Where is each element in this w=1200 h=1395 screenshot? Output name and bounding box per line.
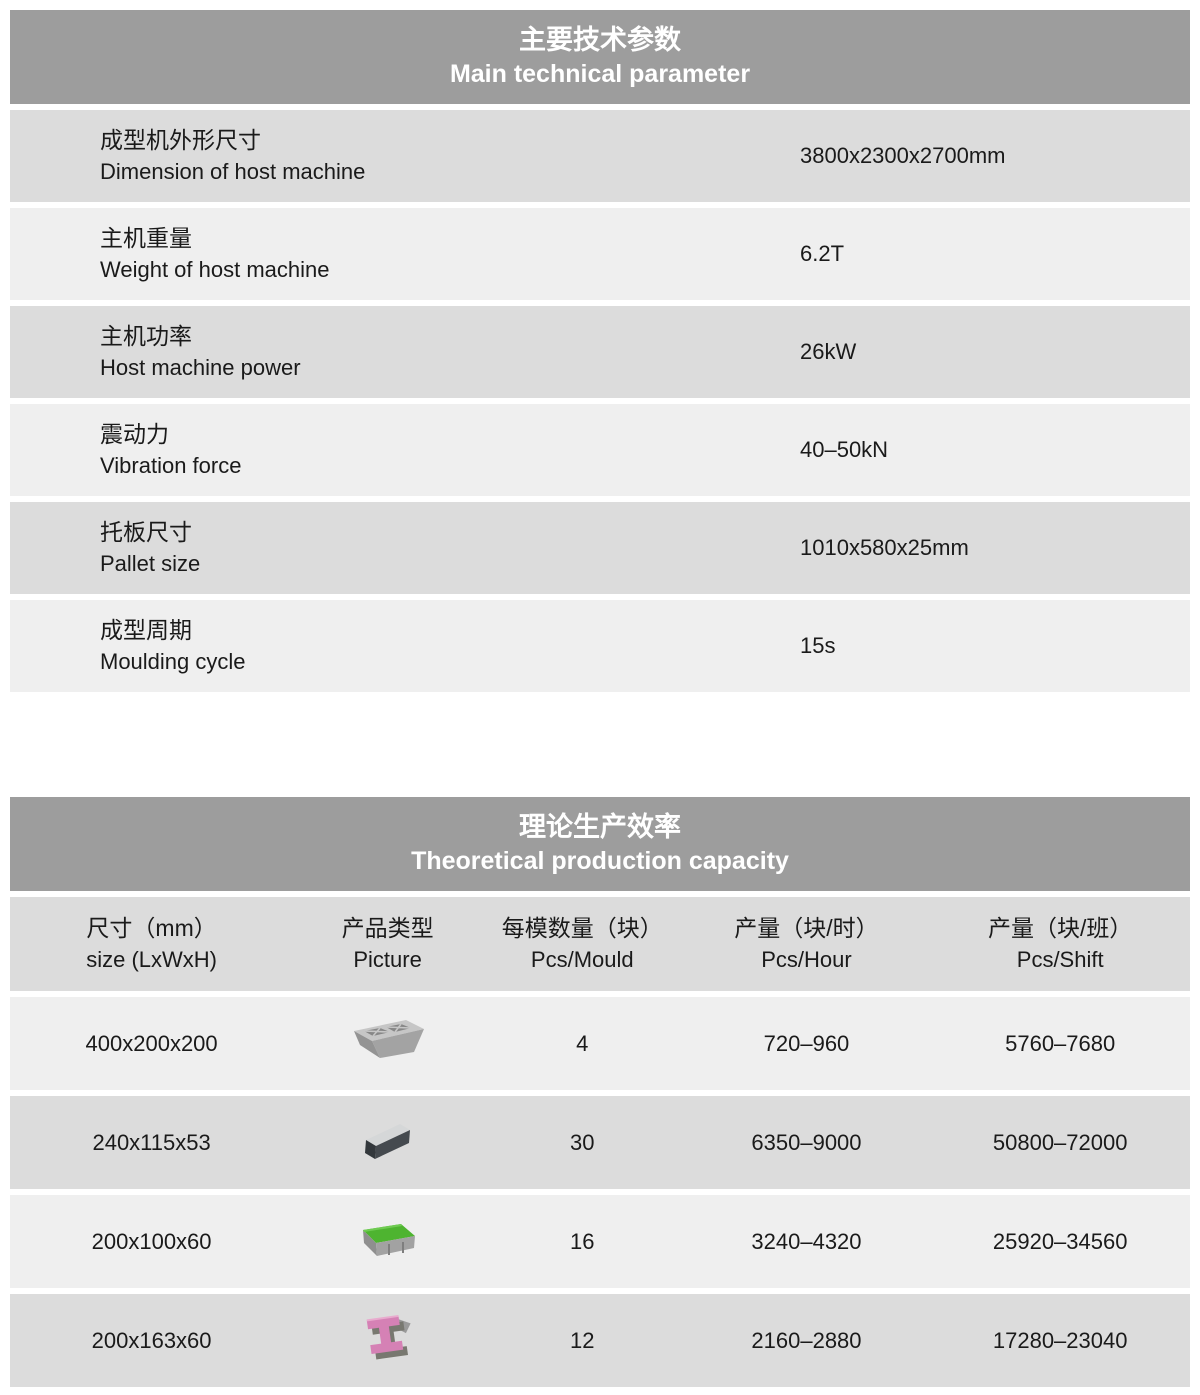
- tech-label-en: Dimension of host machine: [100, 159, 366, 184]
- cell-pcs-shift: 25920–34560: [992, 1228, 1128, 1254]
- column-header-pcs-mould: 每模数量（块） Pcs/Mould: [482, 912, 683, 976]
- column-header-picture: 产品类型 Picture: [293, 912, 482, 976]
- column-header-pcs-shift: 产量（块/班） Pcs/Shift: [930, 912, 1190, 976]
- tech-value: 26kW: [800, 339, 857, 364]
- capacity-column-header-row: 尺寸（mm） size (LxWxH) 产品类型 Picture 每模数量（块）…: [10, 897, 1190, 991]
- tech-row-power: 主机功率 Host machine power 26kW: [10, 306, 1190, 398]
- column-header-en: Picture: [353, 947, 422, 972]
- cell-pcs-hour: 2160–2880: [751, 1327, 862, 1353]
- tech-label: 主机功率 Host machine power: [100, 320, 800, 384]
- cell-pcs-mould: 4: [576, 1030, 589, 1056]
- capacity-row-solid-brick: 240x115x53 30 6350–9000 50800–72000: [10, 1096, 1190, 1189]
- column-header-zh: 每模数量（块）: [501, 915, 663, 941]
- green-paver-icon: [355, 1213, 421, 1271]
- solid-brick-icon: [356, 1112, 420, 1174]
- cell-pcs-mould: 30: [570, 1129, 595, 1155]
- tech-parameter-section: 主要技术参数 Main technical parameter 成型机外形尺寸 …: [10, 10, 1190, 692]
- cell-pcs-mould: 12: [570, 1327, 595, 1353]
- tech-label: 托板尺寸 Pallet size: [100, 516, 800, 580]
- capacity-table-title-zh: 理论生产效率: [519, 811, 681, 842]
- column-header-en: Pcs/Shift: [1016, 947, 1104, 972]
- cell-pcs-shift: 5760–7680: [1005, 1030, 1116, 1056]
- cell-pcs-hour: 3240–4320: [751, 1228, 862, 1254]
- hollow-block-icon: [349, 1015, 427, 1073]
- cell-pcs-shift: 50800–72000: [992, 1129, 1128, 1155]
- tech-label-en: Pallet size: [100, 551, 201, 576]
- tech-label-en: Weight of host machine: [100, 257, 330, 282]
- tech-label-en: Host machine power: [100, 355, 301, 380]
- column-header-zh: 产量（块/班）: [987, 915, 1133, 941]
- column-header-pcs-hour: 产量（块/时） Pcs/Hour: [683, 912, 931, 976]
- column-header-en: Pcs/Hour: [761, 947, 852, 972]
- tech-label-zh: 震动力: [100, 421, 169, 447]
- tech-value: 3800x2300x2700mm: [800, 143, 1006, 168]
- tech-label-en: Moulding cycle: [100, 649, 246, 674]
- tech-value: 1010x580x25mm: [800, 535, 969, 560]
- tech-table-header: 主要技术参数 Main technical parameter: [10, 10, 1190, 104]
- pink-paver-icon: [357, 1308, 419, 1374]
- tech-label: 成型周期 Moulding cycle: [100, 614, 800, 678]
- cell-picture: [293, 1112, 482, 1174]
- cell-size: 400x200x200: [85, 1030, 218, 1056]
- tech-row-pallet: 托板尺寸 Pallet size 1010x580x25mm: [10, 502, 1190, 594]
- capacity-row-pink-paver: 200x163x60 12 2160–2880 17280–23040: [10, 1294, 1190, 1387]
- tech-label-zh: 成型机外形尺寸: [100, 127, 261, 153]
- cell-pcs-hour: 6350–9000: [751, 1129, 862, 1155]
- tech-value: 15s: [800, 633, 836, 658]
- tech-label-zh: 托板尺寸: [100, 519, 192, 545]
- capacity-section: 理论生产效率 Theoretical production capacity 尺…: [10, 797, 1190, 1387]
- cell-size: 200x100x60: [91, 1228, 212, 1254]
- tech-label-zh: 主机重量: [100, 225, 192, 251]
- tech-label: 主机重量 Weight of host machine: [100, 222, 800, 286]
- tech-label: 成型机外形尺寸 Dimension of host machine: [100, 124, 800, 188]
- cell-size: 240x115x53: [92, 1129, 211, 1155]
- tech-label-zh: 主机功率: [100, 323, 192, 349]
- tech-row-cycle: 成型周期 Moulding cycle 15s: [10, 600, 1190, 692]
- tech-value: 40–50kN: [800, 437, 889, 462]
- tech-table-title-zh: 主要技术参数: [519, 24, 681, 55]
- tech-label: 震动力 Vibration force: [100, 418, 800, 482]
- cell-pcs-mould: 16: [570, 1228, 595, 1254]
- capacity-row-green-paver: 200x100x60 16 3240–4320 25920–34560: [10, 1195, 1190, 1288]
- column-header-zh: 产量（块/时）: [734, 915, 879, 941]
- cell-picture: [293, 1308, 482, 1374]
- tech-row-dimension: 成型机外形尺寸 Dimension of host machine 3800x2…: [10, 110, 1190, 202]
- tech-row-weight: 主机重量 Weight of host machine 6.2T: [10, 208, 1190, 300]
- cell-picture: [293, 1213, 482, 1271]
- cell-picture: [293, 1015, 482, 1073]
- column-header-en: size (LxWxH): [86, 947, 217, 972]
- capacity-table-header: 理论生产效率 Theoretical production capacity: [10, 797, 1190, 891]
- tech-table-title-en: Main technical parameter: [449, 60, 751, 89]
- column-header-zh: 产品类型: [341, 915, 434, 941]
- tech-row-vibration: 震动力 Vibration force 40–50kN: [10, 404, 1190, 496]
- tech-label-en: Vibration force: [100, 453, 242, 478]
- column-header-size: 尺寸（mm） size (LxWxH): [10, 912, 293, 976]
- column-header-zh: 尺寸（mm）: [86, 915, 217, 941]
- column-header-en: Pcs/Mould: [530, 947, 634, 972]
- tech-label-zh: 成型周期: [100, 617, 192, 643]
- cell-pcs-shift: 17280–23040: [992, 1327, 1128, 1353]
- capacity-row-hollow-block: 400x200x200 4 720–960 5760–7680: [10, 997, 1190, 1090]
- capacity-table-title-en: Theoretical production capacity: [411, 847, 789, 876]
- tech-value: 6.2T: [800, 241, 845, 266]
- cell-pcs-hour: 720–960: [763, 1030, 850, 1056]
- cell-size: 200x163x60: [91, 1327, 212, 1353]
